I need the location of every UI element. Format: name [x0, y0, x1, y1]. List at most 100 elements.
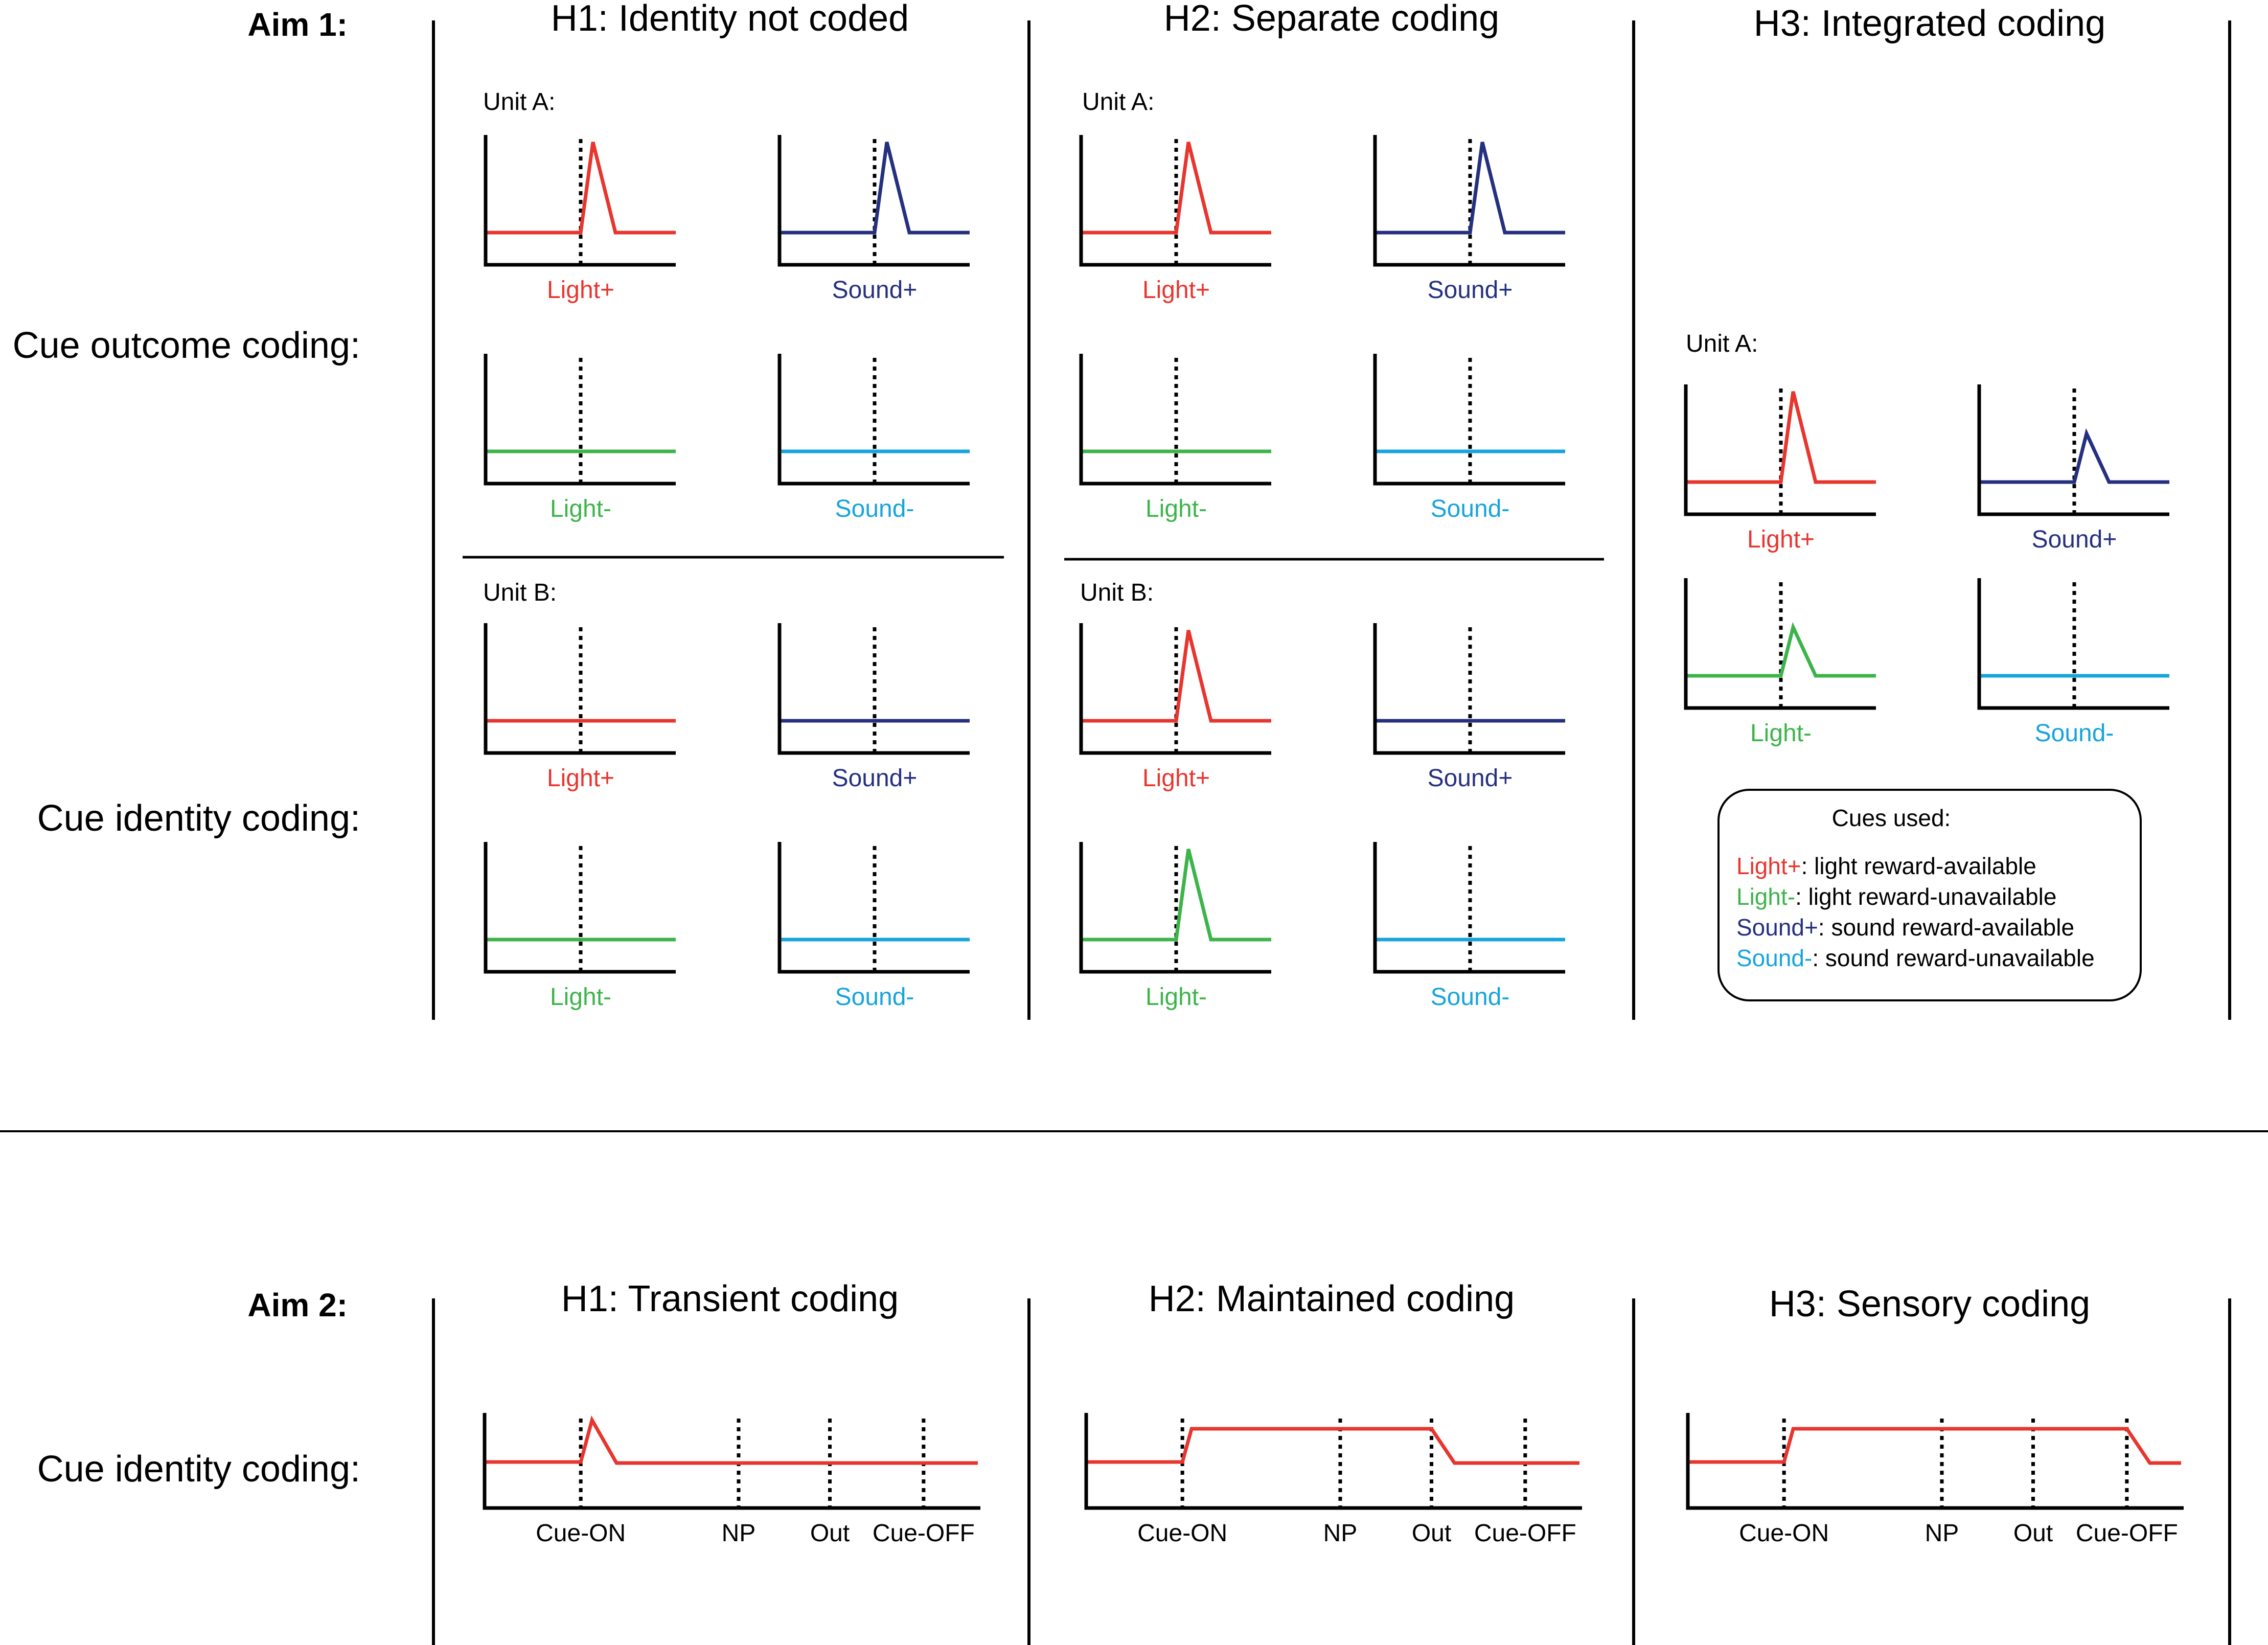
- aim1-h1-unit-b-sound-plus-axes: [777, 623, 970, 755]
- aim1-h2-unit-a-light-minus-label: Light-: [1146, 495, 1207, 522]
- aim2-h2-event-label-1: NP: [1323, 1520, 1358, 1547]
- aim1-h2-unit-a-light-plus-trace: [1081, 142, 1271, 235]
- aim2-heading-h1: H1: Transient coding: [561, 1278, 899, 1319]
- aim1-h2-unit-b-sound-plus-label: Sound+: [1428, 765, 1513, 792]
- aim1-h3-unit-a-light-minus-axes: [1684, 578, 1876, 710]
- legend-item-light-plus: Light+: light reward-available: [1736, 853, 2036, 879]
- aim1-h3-unit-a-label: Unit A:: [1686, 330, 1758, 357]
- aim1-h1-unit-a-label: Unit A:: [483, 88, 555, 116]
- aim1-h2-unit-a-sound-plus-panel: Sound+: [1373, 135, 1565, 304]
- aim1-h1-unit-a-light-plus-trace: [486, 142, 676, 235]
- aim2-plots: Cue-ON NP Out Cue-OFF Cue-ON NP Out Cue-OFF Cue-…: [483, 1413, 2184, 1547]
- aim2-h1-trace: [485, 1415, 978, 1465]
- aim1-h3-unit-a-sound-minus-label: Sound-: [2035, 720, 2114, 747]
- aim2-h3-event-label-0: Cue-ON: [1739, 1520, 1829, 1547]
- aim2-h3-axes: [1686, 1413, 2184, 1510]
- aim1-h3-unit-a-light-minus-panel: Light-: [1684, 578, 1876, 747]
- aim1-h1-unit-b-light-plus-panel: Light+: [484, 623, 676, 792]
- aim1-h1-unit-a-sound-minus-label: Sound-: [835, 495, 914, 522]
- aim1-h2-unit-a-sound-plus-label: Sound+: [1428, 277, 1513, 304]
- aim1-h3-unit-a-light-minus-trace: [1686, 622, 1876, 678]
- aim1-heading-h3: H3: Integrated coding: [1754, 3, 2105, 44]
- aim1-h2-unit-b-sound-minus-label: Sound-: [1431, 984, 1510, 1011]
- aim1-h1-unit-a-sound-plus-panel: Sound+: [777, 135, 970, 304]
- aim1-h1-unit-b-sound-plus-label: Sound+: [832, 765, 918, 792]
- aim1-h2-unit-a-light-plus-panel: Light+: [1079, 135, 1271, 304]
- aim2-h1-axes: [483, 1413, 980, 1510]
- aim1-h2-unit-b-sound-minus-panel: Sound-: [1373, 842, 1565, 1011]
- aim1-h2-unit-b-light-minus-panel: Light-: [1079, 842, 1271, 1011]
- aim1-h3-unit-a-sound-plus-label: Sound+: [2032, 526, 2117, 553]
- aim2-heading-h2: H2: Maintained coding: [1149, 1278, 1515, 1319]
- aim1-h2-unit-a-sound-minus-label: Sound-: [1431, 495, 1510, 522]
- aim1-h1-unit-b-label: Unit B:: [483, 579, 557, 606]
- aim1-h3-unit-a-sound-minus-panel: Sound-: [1977, 578, 2169, 747]
- aim1-h1-unit-b-light-plus-axes: [484, 623, 676, 755]
- aim1-h2-unit-a-sound-plus-axes: [1373, 135, 1565, 267]
- aim1-h1-unit-b-sound-plus-panel: Sound+: [777, 623, 970, 792]
- aim1-h2-unit-a-sound-minus-axes: [1373, 354, 1565, 486]
- aim2-heading-h3: H3: Sensory coding: [1769, 1284, 2090, 1324]
- aim1-h2-unit-b-label: Unit B:: [1080, 579, 1154, 606]
- aim2-h2-event-label-0: Cue-ON: [1137, 1520, 1227, 1547]
- aim1-h3-unit-a-light-plus-label: Light+: [1747, 526, 1815, 553]
- aim1-label: Aim 1:: [247, 6, 348, 43]
- aim1-h2-unit-a-light-minus-axes: [1079, 354, 1271, 486]
- aim1-h2-unit-b-sound-plus-axes: [1373, 623, 1565, 755]
- aim1-h3-unit-a-sound-plus-trace: [1979, 428, 2169, 484]
- aim2-h1-event-label-3: Cue-OFF: [873, 1520, 975, 1547]
- aim1-h3-unit-a-sound-plus-axes: [1977, 384, 2169, 516]
- aim1-h2-unit-a-sound-plus-trace: [1375, 142, 1565, 235]
- aim2-h3-event-label-2: Out: [2013, 1520, 2053, 1547]
- aim1-h1-unit-b-light-minus-axes: [484, 842, 676, 974]
- aim1-row-label-outcome: Cue outcome coding:: [13, 325, 360, 366]
- aim1-h1-unit-b-sound-minus-axes: [777, 842, 970, 974]
- aim1-row-label-identity: Cue identity coding:: [37, 798, 360, 839]
- legend-title: Cues used:: [1832, 805, 1951, 831]
- aim2-h3-panel: Cue-ON NP Out Cue-OFF: [1686, 1413, 2184, 1547]
- legend-item-sound-minus: Sound-: sound reward-unavailable: [1736, 945, 2095, 971]
- aim1-h1-unit-a-sound-plus-label: Sound+: [832, 277, 918, 304]
- aim1-h2-unit-b-light-plus-axes: [1079, 623, 1271, 755]
- aim1-heading-h2: H2: Separate coding: [1164, 0, 1499, 39]
- aim1-h1-unit-b-light-plus-label: Light+: [547, 765, 614, 792]
- aim1-h1-unit-a-light-plus-axes: [484, 135, 676, 267]
- aim2-h1-panel: Cue-ON NP Out Cue-OFF: [483, 1413, 980, 1547]
- aim1-h1-unit-a-sound-plus-trace: [780, 142, 970, 235]
- aim2-row-label: Cue identity coding:: [37, 1449, 360, 1490]
- aim2-h2-event-label-3: Cue-OFF: [1474, 1520, 1576, 1547]
- aim1-h1-unit-b-sound-minus-panel: Sound-: [777, 842, 970, 1011]
- legend-box: [1717, 789, 2142, 1001]
- aim1-h1-unit-a-light-plus-panel: Light+: [484, 135, 676, 304]
- aim1-h1-unit-a-sound-minus-panel: Sound-: [777, 354, 970, 522]
- aim2-label: Aim 2:: [247, 1287, 348, 1323]
- aim2-h3-event-label-1: NP: [1925, 1520, 1959, 1547]
- aim1-h2-unit-b-light-plus-trace: [1081, 630, 1271, 723]
- aim1-h3-unit-a-light-plus-axes: [1684, 384, 1876, 516]
- aim1-h3-unit-a-light-plus-trace: [1686, 391, 1876, 484]
- legend-item-sound-plus: Sound+: sound reward-available: [1736, 914, 2074, 941]
- aim1-h1-unit-a-sound-minus-axes: [777, 354, 970, 486]
- legend-item-light-minus: Light-: light reward-unavailable: [1736, 883, 2056, 910]
- aim1-h3-unit-a-sound-minus-axes: [1977, 578, 2169, 710]
- aim2-h3-event-label-3: Cue-OFF: [2076, 1520, 2178, 1547]
- aim1-h2-unit-b-light-minus-label: Light-: [1146, 984, 1207, 1011]
- aim1-h3-unit-a-sound-plus-panel: Sound+: [1977, 384, 2169, 553]
- aim2-h2-event-label-2: Out: [1412, 1520, 1451, 1547]
- aim1-h3-unit-a-light-plus-panel: Light+: [1684, 384, 1876, 553]
- aim1-h2-unit-b-light-plus-panel: Light+: [1079, 623, 1271, 792]
- aim1-h1-unit-a-light-minus-label: Light-: [550, 495, 611, 522]
- aim1-h2-unit-a-label: Unit A:: [1082, 88, 1154, 116]
- aim1-h2-unit-b-sound-plus-panel: Sound+: [1373, 623, 1565, 792]
- aim2-h3-trace: [1688, 1427, 2181, 1465]
- aim1-plots: Light+ Sound+ Light- Sound- Light+ Sound+ Ligh…: [484, 135, 2169, 1011]
- aim1-h1-unit-b-light-minus-label: Light-: [550, 984, 611, 1011]
- aim2-h2-trace: [1086, 1427, 1579, 1465]
- aim1-h1-unit-a-sound-plus-axes: [777, 135, 970, 267]
- aim1-h1-unit-a-light-minus-panel: Light-: [484, 354, 676, 522]
- aim1-h1-unit-b-light-minus-panel: Light-: [484, 842, 676, 1011]
- aim1-h2-unit-a-light-plus-axes: [1079, 135, 1271, 267]
- aim1-h3-unit-a-light-minus-label: Light-: [1750, 720, 1812, 747]
- aim1-h2-unit-b-light-plus-label: Light+: [1142, 765, 1210, 792]
